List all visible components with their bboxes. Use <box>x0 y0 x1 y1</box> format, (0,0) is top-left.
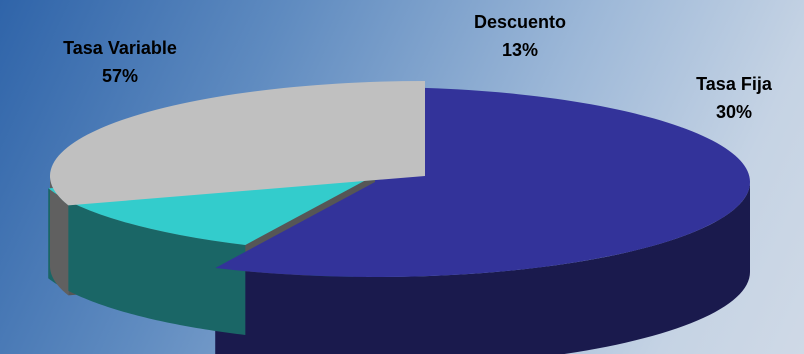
label-descuento-value: 13% <box>501 40 539 60</box>
label-tasa-fija-name: Tasa Fija <box>696 74 772 94</box>
label-descuento: Descuento 13% <box>460 8 580 64</box>
pie-slice-tasa-variable <box>215 87 750 277</box>
pie-sides <box>48 176 750 354</box>
pie-side-tasa-variable <box>215 182 750 354</box>
pie-tops <box>48 81 750 277</box>
label-tasa-fija: Tasa Fija 30% <box>664 70 804 126</box>
pie-side-descuento <box>48 188 246 335</box>
pie-slice-tasa-fija <box>49 81 426 206</box>
label-tasa-fija-value: 30% <box>715 102 753 122</box>
label-tasa-variable-name: Tasa Variable <box>63 38 177 58</box>
label-tasa-variable-value: 57% <box>101 66 139 86</box>
label-descuento-name: Descuento <box>473 12 567 32</box>
pie-side-tasa-fija <box>50 176 69 296</box>
label-tasa-variable: Tasa Variable 57% <box>40 34 200 90</box>
